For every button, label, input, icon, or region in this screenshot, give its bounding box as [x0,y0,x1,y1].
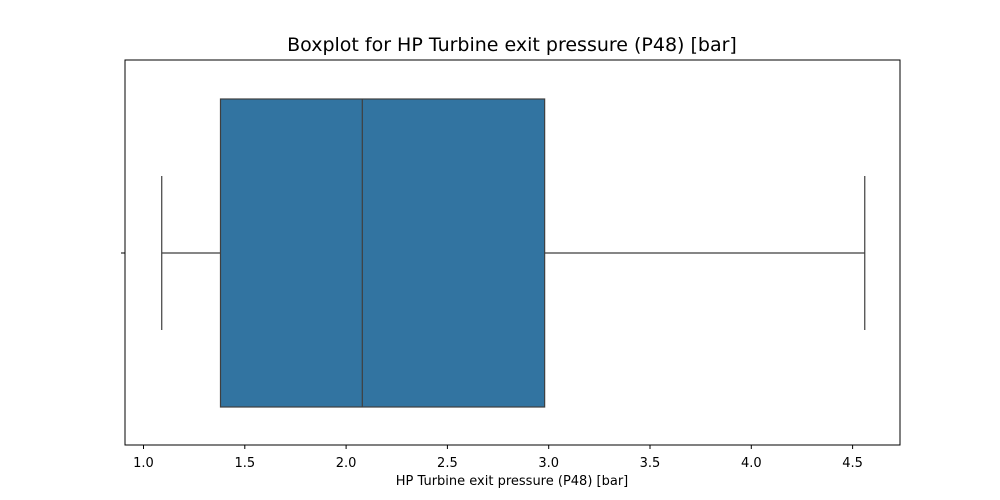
x-axis-label: HP Turbine exit pressure (P48) [bar] [396,474,628,489]
x-axis-ticks: 1.0 1.5 2.0 2.5 3.0 3.5 4.0 4.5 [133,445,863,471]
x-tick-label: 2.5 [437,456,458,471]
x-tick-label: 4.5 [842,456,863,471]
x-tick-label: 3.5 [640,456,661,471]
x-tick-label: 1.0 [133,456,154,471]
x-tick-label: 3.0 [538,456,559,471]
chart-title: Boxplot for HP Turbine exit pressure (P4… [287,34,737,56]
x-tick-label: 4.0 [741,456,762,471]
interquartile-box [219,98,546,408]
x-tick-label: 1.5 [234,456,255,471]
x-tick-label: 2.0 [336,456,357,471]
